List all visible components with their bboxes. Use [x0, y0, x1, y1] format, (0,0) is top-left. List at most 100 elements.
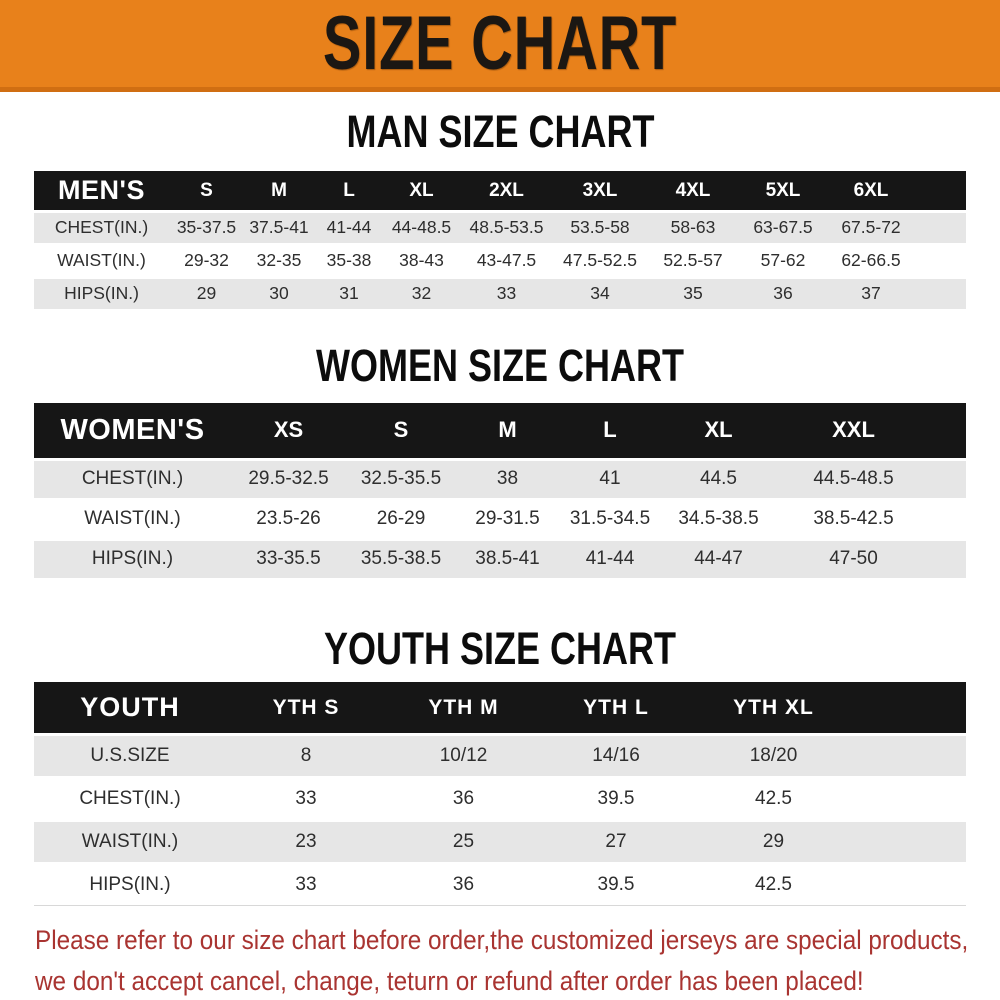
youth-ussize-row: U.S.SIZE 8 10/12 14/16 18/20	[34, 733, 966, 780]
cell-value: 29	[691, 819, 856, 866]
women-waist-row: WAIST(IN.) 23.5-26 26-29 29-31.5 31.5-34…	[34, 498, 966, 540]
cell-value: 52.5-57	[646, 243, 740, 278]
disclaimer-note: Please refer to our size chart before or…	[35, 920, 1000, 1000]
cell-value: 41-44	[559, 537, 661, 581]
cell-value: 47-50	[776, 537, 931, 581]
women-section-title-text: WOMEN SIZE CHART	[315, 339, 684, 391]
women-col-header-xxl: XXL	[832, 417, 875, 443]
cell-value: 42.5	[691, 863, 856, 907]
cell-value: 33-35.5	[231, 537, 346, 581]
men-section-title: MAN SIZE CHART	[0, 108, 1000, 156]
row-label: HIPS(IN.)	[34, 537, 231, 581]
cell-value: 35.5-38.5	[346, 537, 456, 581]
size-chart-banner: SIZE CHART	[0, 0, 1000, 92]
cell-value: 29-31.5	[456, 498, 559, 540]
youth-waist-row: WAIST(IN.) 23 25 27 29	[34, 819, 966, 866]
cell-value: 36	[386, 863, 541, 907]
cell-value: 41	[559, 457, 661, 501]
cell-value: 38-43	[384, 243, 459, 278]
men-col-header-6xl: 6XL	[853, 179, 889, 201]
cell-value: 35-38	[314, 243, 384, 278]
cell-value: 14/16	[541, 733, 691, 780]
filler-cell	[916, 243, 966, 278]
women-hips-row: HIPS(IN.) 33-35.5 35.5-38.5 38.5-41 41-4…	[34, 537, 966, 581]
cell-value: 33	[226, 777, 386, 822]
youth-hips-row: HIPS(IN.) 33 36 39.5 42.5	[34, 863, 966, 907]
cell-value: 32.5-35.5	[346, 457, 456, 501]
men-size-table: MEN'S S M L XL 2XL 3XL 4XL 5XL 6XL CHEST…	[34, 171, 966, 312]
cell-value: 53.5-58	[554, 209, 646, 246]
women-col-header-m: M	[498, 417, 517, 443]
youth-col-header-xl: YTH XL	[733, 695, 814, 719]
filler-cell	[931, 457, 966, 501]
cell-value: 57-62	[740, 243, 826, 278]
cell-value: 38	[456, 457, 559, 501]
filler-cell	[856, 819, 966, 866]
men-col-header-m: M	[271, 179, 287, 201]
cell-value: 48.5-53.5	[459, 209, 554, 246]
women-size-table: WOMEN'S XS S M L XL XXL CHEST(IN.) 29.5-…	[34, 403, 966, 581]
cell-value: 25	[386, 819, 541, 866]
cell-value: 44.5-48.5	[776, 457, 931, 501]
cell-value: 23.5-26	[231, 498, 346, 540]
cell-value: 26-29	[346, 498, 456, 540]
row-label: WAIST(IN.)	[34, 498, 231, 540]
youth-col-header-l: YTH L	[583, 695, 649, 719]
women-chest-row: CHEST(IN.) 29.5-32.5 32.5-35.5 38 41 44.…	[34, 457, 966, 501]
cell-value: 44.5	[661, 457, 776, 501]
cell-value: 41-44	[314, 209, 384, 246]
youth-size-table: YOUTH YTH S YTH M YTH L YTH XL U.S.SIZE …	[34, 681, 966, 907]
cell-value: 35-37.5	[169, 209, 244, 246]
cell-value: 44-47	[661, 537, 776, 581]
cell-value: 27	[541, 819, 691, 866]
men-table-header-row: MEN'S S M L XL 2XL 3XL 4XL 5XL 6XL	[34, 171, 966, 212]
men-col-header-xl: XL	[409, 179, 434, 201]
filler-cell	[856, 777, 966, 822]
cell-value: 37.5-41	[244, 209, 314, 246]
men-col-header-2xl: 2XL	[489, 179, 524, 201]
women-col-header-s: S	[393, 417, 409, 443]
cell-value: 44-48.5	[384, 209, 459, 246]
filler-cell	[916, 209, 966, 246]
cell-value: 33	[226, 863, 386, 907]
cell-value: 37	[826, 275, 916, 312]
filler-cell	[931, 537, 966, 581]
filler-cell	[856, 863, 966, 907]
filler-cell	[916, 275, 966, 312]
cell-value: 36	[386, 777, 541, 822]
cell-value: 42.5	[691, 777, 856, 822]
cell-value: 30	[244, 275, 314, 312]
cell-value: 32-35	[244, 243, 314, 278]
youth-section-title-text: YOUTH SIZE CHART	[323, 622, 676, 674]
row-label: WAIST(IN.)	[34, 819, 226, 866]
row-label: HIPS(IN.)	[34, 275, 169, 312]
cell-value: 67.5-72	[826, 209, 916, 246]
filler-cell	[931, 403, 966, 459]
cell-value: 31	[314, 275, 384, 312]
cell-value: 39.5	[541, 863, 691, 907]
filler-cell	[856, 682, 966, 735]
row-label: U.S.SIZE	[34, 733, 226, 780]
row-label: CHEST(IN.)	[34, 777, 226, 822]
cell-value: 8	[226, 733, 386, 780]
cell-value: 58-63	[646, 209, 740, 246]
women-col-header-l: L	[603, 417, 617, 443]
cell-value: 23	[226, 819, 386, 866]
women-col-header-xl: XL	[704, 417, 733, 443]
cell-value: 38.5-41	[456, 537, 559, 581]
cell-value: 36	[740, 275, 826, 312]
disclaimer-line-1: Please refer to our size chart before or…	[35, 925, 969, 956]
filler-cell	[916, 171, 966, 211]
row-label: WAIST(IN.)	[34, 243, 169, 278]
disclaimer-line-2: we don't accept cancel, change, teturn o…	[35, 965, 864, 996]
youth-table-header-row: YOUTH YTH S YTH M YTH L YTH XL	[34, 681, 966, 735]
men-col-header-5xl: 5XL	[765, 179, 801, 201]
youth-col-header-m: YTH M	[428, 695, 499, 719]
cell-value: 39.5	[541, 777, 691, 822]
cell-value: 38.5-42.5	[776, 498, 931, 540]
youth-table-label: YOUTH	[80, 692, 180, 722]
cell-value: 31.5-34.5	[559, 498, 661, 540]
men-waist-row: WAIST(IN.) 29-32 32-35 35-38 38-43 43-47…	[34, 243, 966, 278]
cell-value: 33	[459, 275, 554, 312]
cell-value: 34	[554, 275, 646, 312]
